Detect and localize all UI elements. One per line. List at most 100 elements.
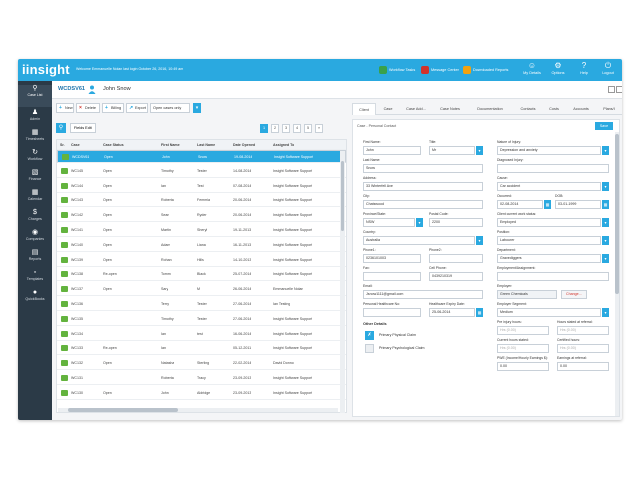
column-header[interactable]: Assigned To — [273, 143, 295, 147]
chevron-down-icon[interactable]: ▾ — [602, 218, 609, 227]
address-field[interactable]: 33 Winterfell Ave — [363, 182, 483, 191]
case-filter-select[interactable]: Open cases only — [150, 103, 190, 113]
change-employer-button[interactable]: Change... — [561, 290, 587, 299]
chevron-down-icon[interactable]: ▾ — [476, 146, 483, 155]
chevron-down-icon[interactable]: ▾ — [602, 146, 609, 155]
table-row[interactable]: WC145 Open Timothy Tester 14-08-2014 Insight … — [57, 165, 346, 178]
next-page-button[interactable]: » — [315, 124, 323, 133]
column-header[interactable]: Date Opened — [233, 143, 256, 147]
save-button[interactable]: Save — [595, 122, 613, 130]
title-select[interactable]: Mr — [429, 146, 475, 155]
primary-psychological-claim-row[interactable]: Primary Psychological Claim — [363, 343, 483, 354]
chevron-down-icon[interactable]: ▾ — [602, 254, 609, 263]
email-field[interactable]: Jsnow1111@gmail.com — [363, 290, 483, 299]
cause-select[interactable]: Car accident — [497, 182, 601, 191]
phone1-field[interactable]: 0236101003 — [363, 254, 421, 263]
my-details-button[interactable]: ☺ My Details — [518, 61, 546, 75]
dob-field[interactable]: 03-01-1999 — [555, 200, 601, 209]
table-row[interactable]: WC134 Ian test 16-06-2014 Insight Software S… — [57, 328, 346, 341]
tab-client[interactable]: Client — [352, 103, 376, 115]
sidebar-item-quickbooks[interactable]: ● QuickBooks — [18, 289, 52, 301]
checkbox-checked-icon[interactable]: ✗ — [365, 331, 374, 340]
workflow-tasks-button[interactable]: Workflow Tasks — [378, 65, 415, 75]
checkbox-icon[interactable] — [365, 344, 374, 353]
tab-case-notes[interactable]: Case Notes — [440, 107, 460, 111]
sidebar-item-case-list[interactable]: ⚲ Case List — [18, 85, 52, 107]
hours-at-referral-field[interactable]: Hrs (0.00) — [557, 326, 609, 335]
employer-segment-select[interactable]: Medium — [497, 308, 601, 317]
table-row[interactable]: WC135 Timothy Tester 27-06-2014 Insight Soft… — [57, 313, 346, 326]
pwe-field[interactable]: 0.00 — [497, 362, 549, 371]
table-row[interactable]: WC131 Roberta Tracy 23-09-2013 Insight Softw… — [57, 372, 346, 385]
calendar-icon[interactable]: ▦ — [544, 200, 551, 209]
table-row[interactable]: WC137 Open Sary M 26-06-2014 Emmanuelle Nolan — [57, 283, 346, 297]
page-5-button[interactable]: 5 — [304, 124, 312, 133]
fields-edit-button[interactable]: Fields Edit — [70, 123, 96, 133]
tab-plans[interactable]: Plans/I — [603, 107, 615, 111]
split-layout-icon[interactable] — [616, 86, 622, 93]
fax-field[interactable] — [363, 272, 421, 281]
help-button[interactable]: ? Help — [570, 61, 598, 75]
tab-case[interactable]: Case — [383, 107, 393, 111]
nature-of-injury-select[interactable]: Depression and anxiety — [497, 146, 601, 155]
chevron-down-icon[interactable]: ▾ — [416, 218, 423, 227]
billing-button[interactable]: + Billing — [102, 103, 124, 113]
sidebar-item-companies[interactable]: ◉ Companies — [18, 229, 52, 241]
table-horizontal-scrollbar[interactable] — [58, 408, 338, 412]
last-name-field[interactable]: Snow — [363, 164, 483, 173]
table-row[interactable]: WC130 Open John Aldridge 23-09-2013 Insight S… — [57, 387, 346, 400]
page-3-button[interactable]: 3 — [282, 124, 290, 133]
table-row[interactable]: WC136 Terry Tester 27-06-2014 Ian Testing — [57, 298, 346, 311]
column-header[interactable]: Sr. — [60, 143, 65, 147]
chevron-down-icon[interactable]: ▾ — [602, 236, 609, 245]
column-header[interactable]: Case — [71, 143, 80, 147]
scrollbar-thumb[interactable] — [68, 408, 178, 412]
calendar-icon[interactable]: ▦ — [476, 308, 483, 317]
sidebar-item-finance[interactable]: ▧ Finance — [18, 169, 52, 181]
grid-layout-icon[interactable] — [608, 86, 615, 93]
sidebar-item-workflow[interactable]: ↻ Workflow — [18, 149, 52, 161]
sidebar-item-admin[interactable]: ♟ Admin — [18, 109, 52, 121]
healthcare-expiry-field[interactable]: 25-06-2014 — [429, 308, 475, 317]
sidebar-item-charges[interactable]: $ Charges — [18, 209, 52, 221]
column-header[interactable]: First Name — [161, 143, 180, 147]
table-row[interactable]: WC132 Open Natasha Sterling 22-02-2014 David … — [57, 357, 346, 371]
country-select[interactable]: Australia — [363, 236, 475, 245]
phone2-field[interactable] — [429, 254, 483, 263]
form-scrollbar[interactable] — [615, 132, 619, 416]
employer-field[interactable]: Green Chemicals — [497, 290, 557, 299]
table-vertical-scrollbar[interactable] — [340, 151, 345, 413]
table-row[interactable]: WC138 Re-open Tomm Black 25-07-2014 Insight S… — [57, 268, 346, 282]
sidebar-item-timesheets[interactable]: ▦ Timesheets — [18, 129, 52, 141]
position-select[interactable]: Labourer — [497, 236, 601, 245]
department-select[interactable]: Gravediggers — [497, 254, 601, 263]
delete-case-button[interactable]: × Delete — [76, 103, 100, 113]
primary-physical-claim-row[interactable]: ✗ Primary Physical Claim — [363, 330, 483, 341]
table-row[interactable]: WC142 Open Sean Ryder 20-06-2014 Insight Soft… — [57, 209, 346, 223]
downloaded-reports-button[interactable]: Downloaded Reports — [462, 65, 508, 75]
options-button[interactable]: ⚙ Options — [544, 61, 572, 75]
chevron-down-icon[interactable]: ▾ — [602, 182, 609, 191]
tab-accounts[interactable]: Accounts — [573, 107, 589, 111]
table-row[interactable]: WC133 Re-open Ian 05-12-2011 Insight Softwar… — [57, 342, 346, 356]
work-status-select[interactable]: Employed — [497, 218, 601, 227]
certified-hours-field[interactable]: Hrs (0.00) — [557, 344, 609, 353]
column-header[interactable]: Last Name — [197, 143, 216, 147]
occurred-date-field[interactable]: 02-08-2014 — [497, 200, 543, 209]
chevron-down-icon[interactable]: ▾ — [602, 308, 609, 317]
city-field[interactable]: Chatswood — [363, 200, 483, 209]
column-header[interactable]: Case Status — [103, 143, 124, 147]
scrollbar-thumb[interactable] — [341, 161, 344, 231]
message-center-button[interactable]: Message Center — [420, 65, 459, 75]
tab-costs[interactable]: Costs — [549, 107, 559, 111]
sidebar-item-reports[interactable]: ▤ Reports — [18, 249, 52, 261]
current-hours-field[interactable]: Hrs (0.00) — [497, 344, 549, 353]
table-row[interactable]: WC144 Open Ian Test 07-08-2014 Insight Softwa… — [57, 180, 346, 193]
sidebar-item-templates[interactable]: ▫ Templates — [18, 269, 52, 281]
calendar-icon[interactable]: ▦ — [602, 200, 609, 209]
sidebar-item-calendar[interactable]: ▦ Calendar — [18, 189, 52, 201]
tab-case-add[interactable]: Case Add... — [406, 107, 426, 111]
healthcare-no-field[interactable] — [363, 308, 421, 317]
scrollbar-thumb[interactable] — [615, 134, 619, 294]
export-button[interactable]: ↗ Export — [126, 103, 148, 113]
